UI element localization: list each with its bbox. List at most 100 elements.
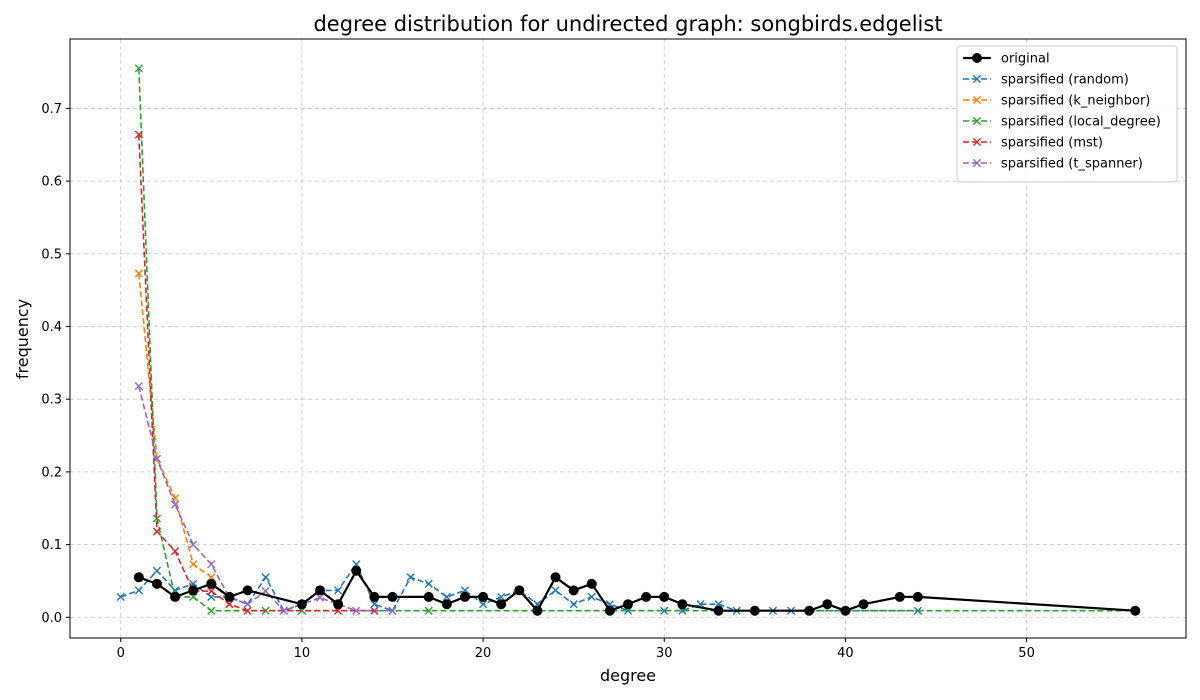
y-tick-label: 0.4 — [41, 320, 62, 335]
y-tick-label: 0.3 — [41, 393, 62, 408]
legend-item: sparsified (t_spanner) — [963, 157, 1143, 172]
marker-stroke — [972, 116, 982, 126]
data-point — [334, 586, 343, 595]
legend: original sparsified (random) sparsified (k… — [956, 45, 1178, 183]
marker-stroke — [972, 95, 982, 105]
legend-label: sparsified (local_degree) — [1001, 115, 1161, 130]
marker-stroke — [152, 566, 162, 575]
data-point — [315, 585, 326, 596]
marker-stroke — [442, 592, 451, 602]
marker-stroke — [352, 606, 361, 615]
data-point — [279, 606, 288, 615]
data-point — [550, 572, 561, 583]
marker-stroke — [972, 137, 982, 147]
data-point — [134, 269, 143, 278]
legend-label: sparsified (t_spanner) — [1001, 157, 1143, 172]
data-point — [134, 64, 143, 73]
data-point — [369, 591, 380, 602]
x-axis-label: degree — [600, 666, 656, 685]
data-point — [206, 578, 217, 589]
marker-stroke — [497, 592, 506, 602]
data-point — [677, 599, 688, 610]
data-point — [641, 591, 652, 602]
data-point — [497, 592, 506, 602]
data-point — [152, 566, 162, 575]
x-tick-label: 20 — [475, 646, 492, 661]
series-original — [133, 565, 1141, 616]
data-point — [749, 605, 760, 616]
y-tick-label: 0.2 — [41, 465, 62, 480]
data-point — [822, 599, 833, 610]
marker-stroke — [134, 130, 143, 139]
marker-stroke — [478, 600, 488, 609]
legend-marker — [972, 158, 982, 168]
marker-stroke — [424, 606, 433, 615]
data-point — [207, 560, 216, 569]
x-tick-label: 10 — [294, 646, 311, 661]
data-point — [478, 591, 489, 602]
data-point — [207, 587, 216, 596]
x-tick-label: 40 — [837, 646, 854, 661]
data-point — [243, 600, 252, 609]
marker-stroke — [370, 600, 379, 609]
data-point — [441, 599, 452, 610]
data-point — [370, 600, 379, 609]
marker-stroke — [972, 158, 982, 168]
data-point — [134, 382, 143, 391]
data-point — [1130, 605, 1141, 616]
data-point — [170, 500, 180, 509]
data-point — [296, 599, 307, 610]
marker-stroke — [315, 593, 325, 602]
data-point — [623, 599, 633, 610]
data-point — [388, 606, 397, 615]
data-point — [604, 605, 615, 616]
legend-label: original — [1001, 52, 1050, 67]
data-point — [659, 591, 670, 602]
data-point — [116, 592, 125, 602]
marker-stroke — [116, 592, 125, 602]
series-layer — [116, 64, 1141, 616]
data-point — [188, 585, 199, 596]
y-tick-label: 0.7 — [41, 102, 62, 117]
series-sparsified-mst — [134, 130, 379, 615]
data-point — [243, 606, 252, 615]
legend-marker — [972, 53, 982, 63]
marker-stroke — [134, 382, 143, 391]
marker-stroke — [170, 500, 180, 509]
data-point — [224, 591, 235, 602]
data-point — [442, 592, 451, 602]
x-tick-label: 30 — [656, 646, 673, 661]
marker-stroke — [207, 560, 216, 569]
axis-ticks: 0 10 20 30 40 50 0.0 0.1 0.2 0.3 0.4 0.5 0.6 0.7 — [41, 102, 1035, 661]
x-tick-label: 50 — [1018, 646, 1035, 661]
legend-marker — [972, 74, 982, 84]
y-axis-label: frequency — [13, 299, 32, 379]
data-point — [568, 585, 579, 596]
legend-marker — [972, 95, 982, 105]
data-point — [387, 591, 398, 602]
y-tick-label: 0.6 — [41, 175, 62, 190]
y-tick-label: 0.5 — [41, 247, 62, 262]
legend-label: sparsified (k_neighbor) — [1001, 94, 1150, 109]
data-point — [858, 599, 869, 610]
y-tick-label: 0.1 — [41, 538, 62, 553]
legend-item: original — [963, 52, 1050, 67]
data-point — [423, 591, 434, 602]
marker-stroke — [388, 606, 397, 615]
marker-stroke — [261, 573, 270, 582]
marker-stroke — [189, 560, 198, 569]
data-point — [134, 586, 143, 595]
data-point — [713, 605, 724, 616]
legend-marker — [972, 137, 982, 147]
legend-item: sparsified (mst) — [963, 136, 1103, 151]
data-point — [351, 565, 362, 576]
data-point — [424, 579, 433, 588]
marker-stroke — [587, 592, 596, 602]
chart-title: degree distribution for undirected graph… — [313, 12, 942, 36]
data-point — [569, 600, 578, 609]
data-point — [514, 585, 525, 596]
data-point — [207, 606, 216, 615]
legend-label: sparsified (mst) — [1001, 136, 1103, 151]
marker-stroke — [134, 269, 143, 278]
marker-stroke — [569, 600, 578, 609]
